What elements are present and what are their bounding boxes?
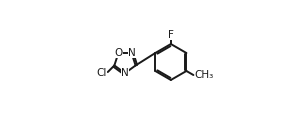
Text: O: O	[114, 48, 122, 58]
Text: CH₃: CH₃	[194, 70, 213, 80]
Text: Cl: Cl	[97, 68, 107, 78]
Text: F: F	[168, 30, 174, 40]
Text: N: N	[128, 48, 135, 58]
Text: N: N	[121, 68, 129, 78]
